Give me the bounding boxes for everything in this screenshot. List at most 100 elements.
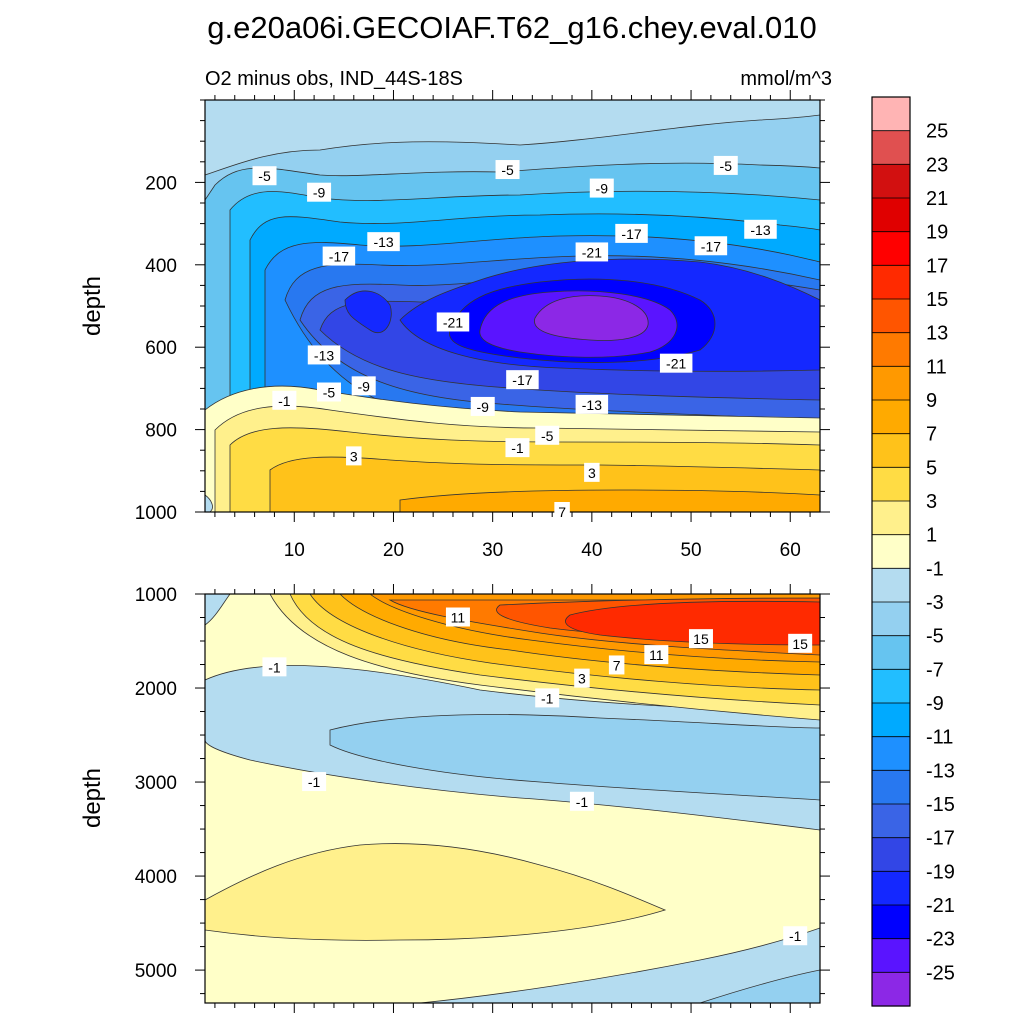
contour-label: 3 (574, 668, 590, 688)
contour-label: -17 (694, 236, 728, 256)
chart-subtitle: O2 minus obs, IND_44S-18S (205, 68, 463, 90)
contour-label: -17 (322, 246, 356, 266)
colorbar-swatch (872, 366, 910, 401)
svg-text:-5: -5 (501, 162, 514, 178)
svg-text:-21: -21 (666, 356, 686, 372)
colorbar-swatch (872, 938, 910, 973)
colorbar-frame (871, 96, 911, 1007)
upper-y-tick-label: 200 (145, 173, 177, 194)
contour-label: -9 (307, 182, 332, 202)
lower-y-tick-label: 3000 (135, 773, 177, 794)
colorbar-label: -13 (926, 760, 955, 782)
colorbar-swatch (872, 198, 910, 233)
upper-y-tick-label: 1000 (135, 503, 177, 524)
colorbar-label: -25 (926, 962, 955, 984)
svg-text:-1: -1 (511, 440, 524, 456)
svg-text:-1: -1 (278, 393, 291, 409)
x-tick-label: 20 (383, 540, 404, 561)
lower-y-tick-label: 4000 (135, 867, 177, 888)
svg-text:3: 3 (578, 671, 586, 687)
contour-label: -1 (505, 438, 530, 458)
colorbar-swatch (872, 164, 910, 199)
svg-text:11: 11 (649, 647, 664, 663)
colorbar-label: -3 (926, 592, 944, 614)
colorbar-label: -7 (926, 659, 944, 681)
lower-y-tick-label: 2000 (135, 679, 177, 700)
colorbar-label: 19 (926, 222, 948, 244)
contour-label: -1 (302, 772, 327, 792)
svg-text:3: 3 (350, 448, 358, 464)
x-tick-label: 40 (581, 540, 602, 561)
svg-text:-1: -1 (541, 690, 554, 706)
svg-text:-21: -21 (582, 244, 602, 260)
svg-text:11: 11 (451, 610, 466, 626)
colorbar-swatch (872, 97, 910, 132)
svg-text:-9: -9 (596, 181, 609, 197)
svg-text:-5: -5 (541, 428, 554, 444)
contour-label: -21 (659, 353, 693, 373)
lower-contour-panel: 1000 2000 3000 4000 5000 11 15 15 11 7 3 -1 -1 -1 -1 -… (79, 584, 830, 1013)
colorbar-label: 1 (926, 525, 937, 547)
contour-label: -17 (615, 223, 648, 243)
svg-text:-17: -17 (621, 226, 641, 242)
colorbar-label: -19 (926, 861, 955, 883)
colorbar-label: 25 (926, 121, 948, 143)
svg-text:-17: -17 (512, 372, 532, 388)
units-label: mmol/m^3 (740, 68, 832, 90)
colorbar-swatch (872, 837, 910, 872)
svg-text:-21: -21 (443, 314, 463, 330)
svg-text:-5: -5 (258, 168, 271, 184)
colorbar-swatch (872, 332, 910, 367)
svg-text:-1: -1 (268, 659, 281, 675)
svg-text:15: 15 (792, 636, 808, 652)
colorbar-swatch (872, 871, 910, 906)
contour-label: 15 (788, 633, 813, 653)
lower-y-axis-title: depth (79, 768, 106, 828)
svg-text:-9: -9 (357, 378, 370, 394)
contour-label: -5 (495, 160, 520, 180)
contour-label: 7 (608, 655, 625, 675)
colorbar-swatch (872, 534, 910, 569)
colorbar-label: 9 (926, 390, 937, 412)
lower-contour-fills (205, 594, 820, 1003)
colorbar-swatch (872, 299, 910, 334)
lower-y-tick-label: 5000 (135, 961, 177, 982)
chart-title: g.e20a06i.GECOIAF.T62_g16.chey.eval.010 (207, 10, 816, 45)
colorbar-label: 17 (926, 255, 948, 277)
contour-label: 3 (346, 446, 362, 466)
colorbar-label: 7 (926, 424, 937, 446)
svg-text:-13: -13 (314, 347, 334, 363)
colorbar-label: 5 (926, 457, 937, 479)
colorbar-label: 11 (926, 356, 947, 378)
lower-ticks: 1000 2000 3000 4000 5000 (135, 584, 830, 1013)
colorbar-label: 3 (926, 491, 937, 513)
svg-text:-1: -1 (576, 794, 589, 810)
contour-label: -13 (367, 232, 400, 252)
colorbar-swatch (872, 467, 910, 502)
svg-text:-1: -1 (308, 774, 321, 790)
contour-label: -13 (575, 394, 609, 414)
contour-label: -1 (569, 791, 594, 811)
colorbar-label: -9 (926, 693, 944, 715)
contour-label: -5 (316, 382, 341, 402)
contour-label: -5 (713, 155, 738, 175)
contour-label: 11 (445, 607, 470, 627)
colorbar-swatch (872, 501, 910, 536)
colorbar-label: -17 (926, 828, 955, 850)
colorbar-label: 21 (926, 188, 948, 210)
contour-label: 15 (688, 629, 713, 649)
colorbar-label: -1 (926, 558, 944, 580)
contour-label: -9 (589, 178, 614, 198)
colorbar-swatch (872, 265, 910, 300)
svg-text:7: 7 (613, 657, 621, 673)
colorbar: 25 23 21 19 17 15 13 11 9 7 5 3 1 -1 -3 -5 -7 -9 -11 -13 -15… (871, 96, 955, 1007)
svg-text:7: 7 (558, 504, 566, 520)
contour-label: 3 (584, 462, 600, 482)
colorbar-swatch (872, 635, 910, 670)
colorbar-label: -23 (926, 929, 955, 951)
contour-label: -5 (535, 425, 560, 445)
svg-text:-9: -9 (313, 185, 326, 201)
upper-y-tick-label: 800 (145, 421, 177, 442)
svg-text:-17: -17 (329, 249, 349, 265)
colorbar-swatch (872, 905, 910, 940)
